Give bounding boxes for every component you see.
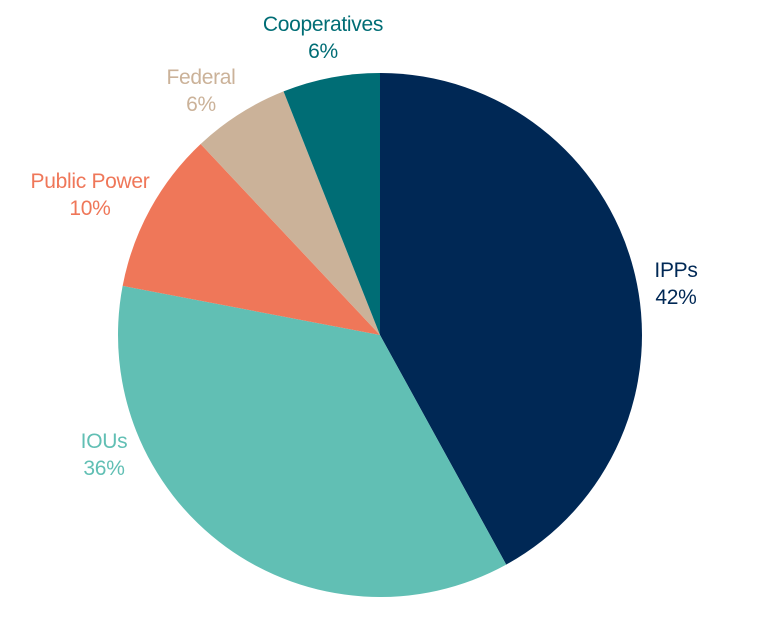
slice-value-cooperatives: 6% <box>308 40 338 63</box>
slice-name-ious: IOUs <box>80 430 128 453</box>
pie-slice-cooperatives <box>283 73 380 335</box>
slice-name-federal: Federal <box>166 66 236 89</box>
slice-label-public-power: Public Power 10% <box>31 168 150 222</box>
pie-slices <box>118 73 642 597</box>
slice-value-ipps: 42% <box>655 286 697 309</box>
pie-slice-federal <box>200 91 380 336</box>
slice-label-federal: Federal 6% <box>166 64 235 118</box>
pie-slice-public-power <box>122 144 380 335</box>
slice-label-ious: IOUs 36% <box>81 428 128 482</box>
pie-slice-ipps <box>380 73 642 565</box>
pie-slice-ious <box>118 285 507 597</box>
slice-value-federal: 6% <box>186 93 216 116</box>
slice-name-public-power: Public Power <box>30 170 150 193</box>
slice-value-public-power: 10% <box>69 197 111 220</box>
slice-label-cooperatives: Cooperatives 6% <box>263 11 383 65</box>
slice-name-cooperatives: Cooperatives <box>262 13 384 36</box>
slice-name-ipps: IPPs <box>654 259 698 282</box>
slice-label-ipps: IPPs 42% <box>654 257 697 311</box>
slice-value-ious: 36% <box>83 457 125 480</box>
